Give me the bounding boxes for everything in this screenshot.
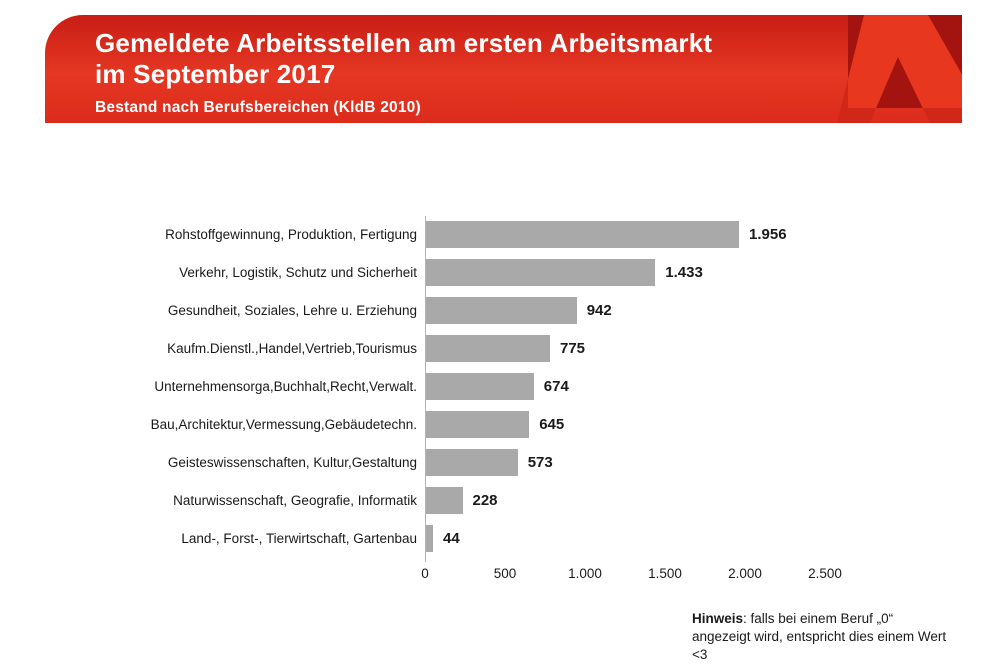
category-label: Bau,Architektur,Vermessung,Gebäudetechn. <box>150 417 417 432</box>
value-label: 1.956 <box>749 226 787 243</box>
category-label: Naturwissenschaft, Geografie, Informatik <box>173 493 417 508</box>
x-tick-label: 1.500 <box>648 566 682 581</box>
x-tick-label: 0 <box>421 566 429 581</box>
bar <box>426 221 739 248</box>
chart-row: Unternehmensorga,Buchhalt,Recht,Verwalt.… <box>0 368 1000 406</box>
value-label: 573 <box>527 454 553 471</box>
page-title-line2: im September 2017 <box>95 59 336 89</box>
bar <box>426 259 656 286</box>
chart-row: Naturwissenschaft, Geografie, Informatik… <box>0 482 1000 520</box>
chart-row: Bau,Architektur,Vermessung,Gebäudetechn.… <box>0 406 1000 444</box>
value-label: 228 <box>472 492 498 509</box>
page-title: Gemeldete Arbeitsstellen am ersten Arbei… <box>95 28 712 90</box>
category-label: Geisteswissenschaften, Kultur,Gestaltung <box>167 455 417 470</box>
bar <box>426 449 518 476</box>
x-axis-ticks: 0 500 1.000 1.500 2.000 2.500 <box>0 566 1000 586</box>
page-subtitle: Bestand nach Berufsbereichen (KldB 2010) <box>95 99 421 116</box>
bar <box>426 373 534 400</box>
category-label: Rohstoffgewinnung, Produktion, Fertigung <box>165 227 417 242</box>
footnote-text: : falls bei einem Beruf „0“ angezeigt wi… <box>692 611 947 662</box>
x-tick-label: 2.000 <box>728 566 762 581</box>
y-axis-line <box>425 216 426 562</box>
bar <box>426 411 530 438</box>
chart-row: Kaufm.Dienstl.,Handel,Vertrieb,Tourismus… <box>0 330 1000 368</box>
chart-row: Gesundheit, Soziales, Lehre u. Erziehung… <box>0 292 1000 330</box>
x-tick-label: 2.500 <box>808 566 842 581</box>
footnote-label: Hinweis <box>692 611 744 626</box>
category-label: Land-, Forst-, Tierwirtschaft, Gartenbau <box>181 531 417 546</box>
value-label: 775 <box>560 340 586 357</box>
category-label: Gesundheit, Soziales, Lehre u. Erziehung <box>167 303 417 318</box>
chart-row: Verkehr, Logistik, Schutz und Sicherheit… <box>0 254 1000 292</box>
bar <box>426 525 433 552</box>
logo-a-glyph <box>848 15 962 108</box>
value-label: 645 <box>539 416 565 433</box>
x-tick-label: 1.000 <box>568 566 602 581</box>
bar <box>426 297 577 324</box>
category-label: Verkehr, Logistik, Schutz und Sicherheit <box>179 265 417 280</box>
chart-rows: Rohstoffgewinnung, Produktion, Fertigung… <box>0 216 1000 558</box>
value-label: 1.433 <box>665 264 703 281</box>
value-label: 44 <box>443 530 460 547</box>
chart-row: Rohstoffgewinnung, Produktion, Fertigung… <box>0 216 1000 254</box>
chart-row: Geisteswissenschaften, Kultur,Gestaltung… <box>0 444 1000 482</box>
header-text-block: Gemeldete Arbeitsstellen am ersten Arbei… <box>95 28 712 117</box>
header-banner: Gemeldete Arbeitsstellen am ersten Arbei… <box>45 15 962 123</box>
agentur-fuer-arbeit-a-logo-icon <box>837 15 962 123</box>
bar <box>426 487 463 514</box>
category-label: Unternehmensorga,Buchhalt,Recht,Verwalt. <box>154 379 417 394</box>
x-tick-label: 500 <box>493 566 517 581</box>
bar-chart: Rohstoffgewinnung, Produktion, Fertigung… <box>0 216 1000 596</box>
value-label: 942 <box>586 302 612 319</box>
value-label: 674 <box>543 378 569 395</box>
category-label: Kaufm.Dienstl.,Handel,Vertrieb,Tourismus <box>167 341 417 356</box>
page-title-line1: Gemeldete Arbeitsstellen am ersten Arbei… <box>95 28 713 58</box>
footnote: Hinweis: falls bei einem Beruf „0“ angez… <box>692 610 948 664</box>
chart-row: Land-, Forst-, Tierwirtschaft, Gartenbau… <box>0 520 1000 558</box>
bar <box>426 335 550 362</box>
